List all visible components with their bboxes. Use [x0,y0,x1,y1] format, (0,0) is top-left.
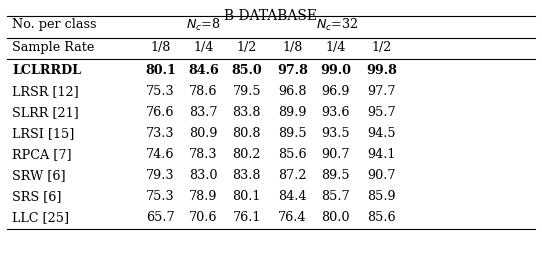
Text: 99.8: 99.8 [366,64,397,77]
Text: LCLRRDL: LCLRRDL [12,64,81,77]
Text: 80.2: 80.2 [233,148,261,161]
Text: 1/8: 1/8 [150,41,171,54]
Text: LRSI [15]: LRSI [15] [12,127,75,140]
Text: 94.1: 94.1 [367,148,396,161]
Text: 80.1: 80.1 [233,190,261,203]
Text: 1/2: 1/2 [236,41,257,54]
Text: 83.0: 83.0 [189,169,218,182]
Text: 83.8: 83.8 [233,169,261,182]
Text: 96.8: 96.8 [279,85,307,98]
Text: 90.7: 90.7 [321,148,350,161]
Text: 83.7: 83.7 [189,106,218,119]
Text: 75.3: 75.3 [146,85,175,98]
Text: 83.8: 83.8 [233,106,261,119]
Text: 1/8: 1/8 [282,41,303,54]
Text: 85.6: 85.6 [278,148,307,161]
Text: 80.9: 80.9 [189,127,218,140]
Text: 1/4: 1/4 [193,41,214,54]
Text: 85.0: 85.0 [231,64,262,77]
Text: 79.3: 79.3 [146,169,175,182]
Text: 89.9: 89.9 [279,106,307,119]
Text: 99.0: 99.0 [320,64,351,77]
Text: 75.3: 75.3 [146,190,175,203]
Text: 85.9: 85.9 [367,190,396,203]
Text: 84.6: 84.6 [188,64,219,77]
Text: 1/4: 1/4 [326,41,346,54]
Text: 93.6: 93.6 [321,106,350,119]
Text: 94.5: 94.5 [367,127,396,140]
Text: 80.0: 80.0 [321,211,350,225]
Text: RPCA [7]: RPCA [7] [12,148,72,161]
Text: 89.5: 89.5 [321,169,350,182]
Text: 85.6: 85.6 [367,211,396,225]
Text: LLC [25]: LLC [25] [12,211,69,225]
Text: 65.7: 65.7 [146,211,175,225]
Text: 76.6: 76.6 [146,106,175,119]
Text: No. per class: No. per class [12,18,96,31]
Text: 85.7: 85.7 [321,190,350,203]
Text: 80.1: 80.1 [145,64,176,77]
Text: 70.6: 70.6 [189,211,218,225]
Text: Sample Rate: Sample Rate [12,41,94,54]
Text: 93.5: 93.5 [321,127,350,140]
Text: 97.8: 97.8 [277,64,308,77]
Text: 84.4: 84.4 [279,190,307,203]
Text: LRSR [12]: LRSR [12] [12,85,79,98]
Text: 90.7: 90.7 [367,169,396,182]
Text: $N_c$=32: $N_c$=32 [316,17,358,33]
Text: 95.7: 95.7 [367,106,396,119]
Text: $N_c$=8: $N_c$=8 [186,17,221,33]
Text: 74.6: 74.6 [146,148,175,161]
Text: B DATABASE: B DATABASE [224,9,318,23]
Text: 78.6: 78.6 [189,85,218,98]
Text: 76.4: 76.4 [279,211,307,225]
Text: 1/2: 1/2 [371,41,392,54]
Text: 76.1: 76.1 [233,211,261,225]
Text: 73.3: 73.3 [146,127,175,140]
Text: 79.5: 79.5 [233,85,261,98]
Text: 78.3: 78.3 [189,148,218,161]
Text: SLRR [21]: SLRR [21] [12,106,79,119]
Text: 78.9: 78.9 [189,190,218,203]
Text: 96.9: 96.9 [321,85,350,98]
Text: 97.7: 97.7 [367,85,396,98]
Text: 80.8: 80.8 [233,127,261,140]
Text: 89.5: 89.5 [278,127,307,140]
Text: SRW [6]: SRW [6] [12,169,66,182]
Text: 87.2: 87.2 [279,169,307,182]
Text: SRS [6]: SRS [6] [12,190,62,203]
